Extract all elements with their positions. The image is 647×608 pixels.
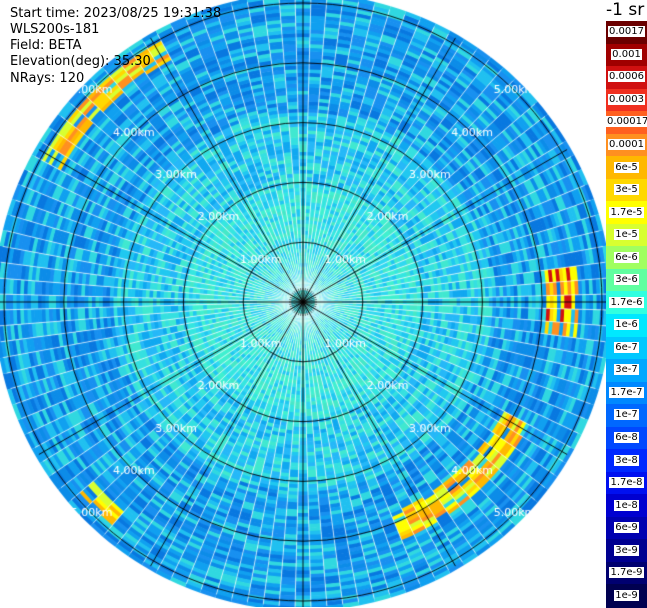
colorbar-tick-label: 3e-7 xyxy=(614,364,639,376)
colorbar-tick-label: 1.7e-9 xyxy=(609,567,644,579)
colorbar-tick-label: 3e-8 xyxy=(614,454,639,466)
ppi-plot xyxy=(0,0,606,607)
colorbar-tick-label: 1e-8 xyxy=(614,499,639,511)
start-time-text: Start time: 2023/08/25 19:31:38 xyxy=(10,6,222,21)
colorbar-tick-label: 6e-8 xyxy=(614,431,639,443)
colorbar-unit: -1 sr xyxy=(606,0,645,20)
colorbar-tick-label: 1e-7 xyxy=(614,409,639,421)
field-text: Field: BETA xyxy=(10,38,82,53)
colorbar-tick-label: 6e-5 xyxy=(614,161,639,173)
colorbar-tick-label: 6e-6 xyxy=(614,251,639,263)
colorbar-tick-label: 1.7e-6 xyxy=(609,296,644,308)
elevation-text: Elevation(deg): 35.30 xyxy=(10,54,151,69)
colorbar-tick-label: 0.00017 xyxy=(606,116,647,128)
colorbar-tick-label: 6e-7 xyxy=(614,341,639,353)
colorbar-tick-label: 0.0017 xyxy=(608,26,645,38)
colorbar-tick-label: 1.7e-7 xyxy=(609,386,644,398)
colorbar-tick-label: 1e-9 xyxy=(614,589,639,601)
colorbar-tick-label: 1e-5 xyxy=(614,229,639,241)
instrument-text: WLS200s-181 xyxy=(10,22,100,37)
colorbar-tick-label: 0.001 xyxy=(611,48,642,60)
colorbar-tick-label: 1e-6 xyxy=(614,319,639,331)
colorbar-tick-label: 3e-5 xyxy=(614,184,639,196)
nrays-text: NRays: 120 xyxy=(10,71,85,86)
colorbar-tick-label: 3e-6 xyxy=(614,274,639,286)
colorbar-tick-label: 1.7e-5 xyxy=(609,206,644,218)
colorbar-tick-label: 0.0001 xyxy=(608,138,645,150)
colorbar-tick-label: 3e-9 xyxy=(614,544,639,556)
colorbar-tick-label: 0.0006 xyxy=(608,71,645,83)
colorbar-tick-label: 0.0003 xyxy=(608,93,645,105)
colorbar-tick-label: 6e-9 xyxy=(614,522,639,534)
colorbar-tick-label: 1.7e-8 xyxy=(609,477,644,489)
colorbar: 0.0017 0.001 0.0006 0.0003 0.00017 0.0001 6e-5… xyxy=(606,21,647,608)
